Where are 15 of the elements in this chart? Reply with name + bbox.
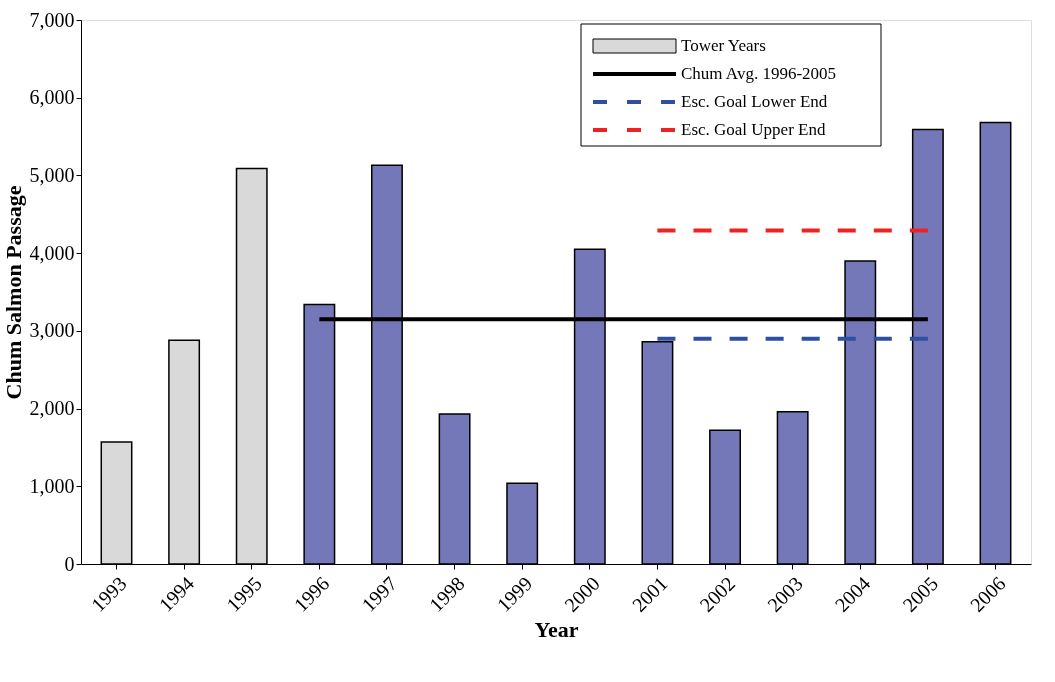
y-axis-title: Chum Salmon Passage [0,185,26,400]
legend-label: Chum Avg. 1996-2005 [681,64,837,83]
y-tick-label: 3,000 [29,319,75,342]
legend-label: Esc. Goal Lower End [681,92,828,111]
x-tick-label: 1999 [492,572,537,616]
legend-label: Tower Years [681,36,766,55]
y-tick-label: 7,000 [29,8,75,31]
y-tick-label: 5,000 [29,163,75,186]
x-axis-title: Year [534,616,579,642]
y-tick-label: 1,000 [29,474,75,497]
legend-label: Esc. Goal Upper End [681,120,826,139]
y-tick-label: 0 [64,552,75,575]
y-tick-label: 2,000 [29,397,75,420]
y-tick-label: 6,000 [29,86,75,109]
y-tick-label: 4,000 [29,241,75,264]
